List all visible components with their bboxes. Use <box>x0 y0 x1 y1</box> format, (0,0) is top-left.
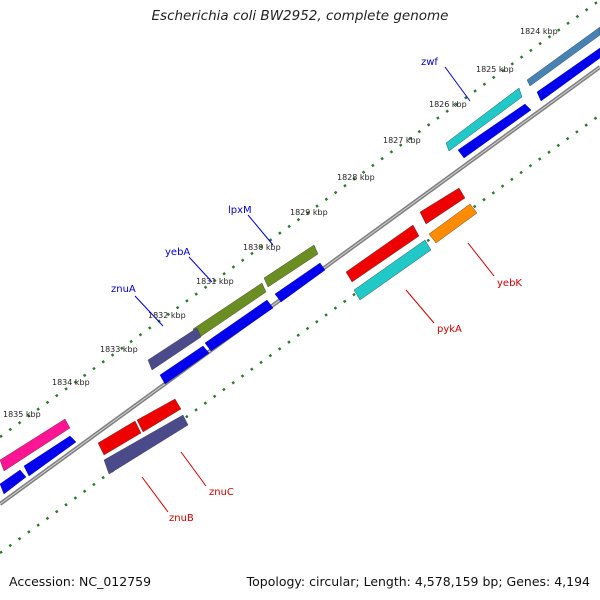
accession-label: Accession: NC_012759 <box>9 574 152 589</box>
feature-yebK-orange[interactable] <box>428 203 478 244</box>
feature-znuB-slate[interactable] <box>103 414 189 475</box>
tick-label: 1834 kbp <box>52 378 90 387</box>
tick-label: 1835 kbp <box>3 410 41 419</box>
feature-label-znuA[interactable]: znuA <box>111 284 136 295</box>
feature-steelblue[interactable] <box>526 26 600 87</box>
tick-label: 1829 kbp <box>290 208 328 217</box>
feature-label-znuC[interactable]: znuC <box>209 487 234 498</box>
cds-blue[interactable] <box>274 262 326 303</box>
feature-lpxM-olive[interactable] <box>263 244 319 288</box>
tick-label: 1832 kbp <box>148 311 186 320</box>
cds-blue[interactable] <box>159 345 210 385</box>
feature-label-znuB[interactable]: znuB <box>169 513 194 524</box>
genome-summary: Topology: circular; Length: 4,578,159 bp… <box>246 574 590 589</box>
tick-label: 1826 kbp <box>429 100 467 109</box>
cds-blue[interactable] <box>204 299 274 352</box>
feature-pykA-red[interactable] <box>345 224 420 283</box>
feature-red[interactable] <box>136 398 182 433</box>
map-title: Escherichia coli BW2952, complete genome <box>151 8 449 24</box>
feature-pink[interactable] <box>0 418 71 472</box>
label-connector <box>188 256 213 283</box>
cds-blue[interactable] <box>536 47 600 102</box>
label-connector <box>444 66 471 102</box>
feature-label-lpxM[interactable]: lpxM <box>228 205 252 216</box>
tick-label: 1827 kbp <box>383 136 421 145</box>
tick-label: 1828 kbp <box>337 173 375 182</box>
tick-label: 1825 kbp <box>476 65 514 74</box>
feature-znuA-slate[interactable] <box>147 327 202 371</box>
tick-label: 1830 kbp <box>243 243 281 252</box>
tick-label: 1833 kbp <box>100 345 138 354</box>
feature-znuC-red[interactable] <box>97 420 142 456</box>
feature-label-yebA[interactable]: yebA <box>165 247 190 258</box>
label-connector <box>247 214 274 246</box>
cds-blue[interactable] <box>457 103 532 159</box>
feature-red[interactable] <box>419 187 466 225</box>
label-connector <box>134 295 164 327</box>
label-connector <box>467 242 495 277</box>
feature-label-yebK[interactable]: yebK <box>497 278 522 289</box>
feature-label-zwf[interactable]: zwf <box>421 57 438 68</box>
label-connector <box>405 289 435 324</box>
feature-pykA-cyan[interactable] <box>353 239 432 301</box>
tick-label: 1824 kbp <box>520 27 558 36</box>
inner-tick-ring <box>0 113 600 555</box>
label-connector <box>180 451 207 487</box>
feature-zwf-cyan[interactable] <box>445 87 523 152</box>
feature-label-pykA[interactable]: pykA <box>437 324 462 335</box>
label-connector <box>141 476 169 513</box>
tick-label: 1831 kbp <box>196 277 234 286</box>
cds-blue[interactable] <box>23 435 77 477</box>
cds-blue[interactable] <box>0 469 27 495</box>
